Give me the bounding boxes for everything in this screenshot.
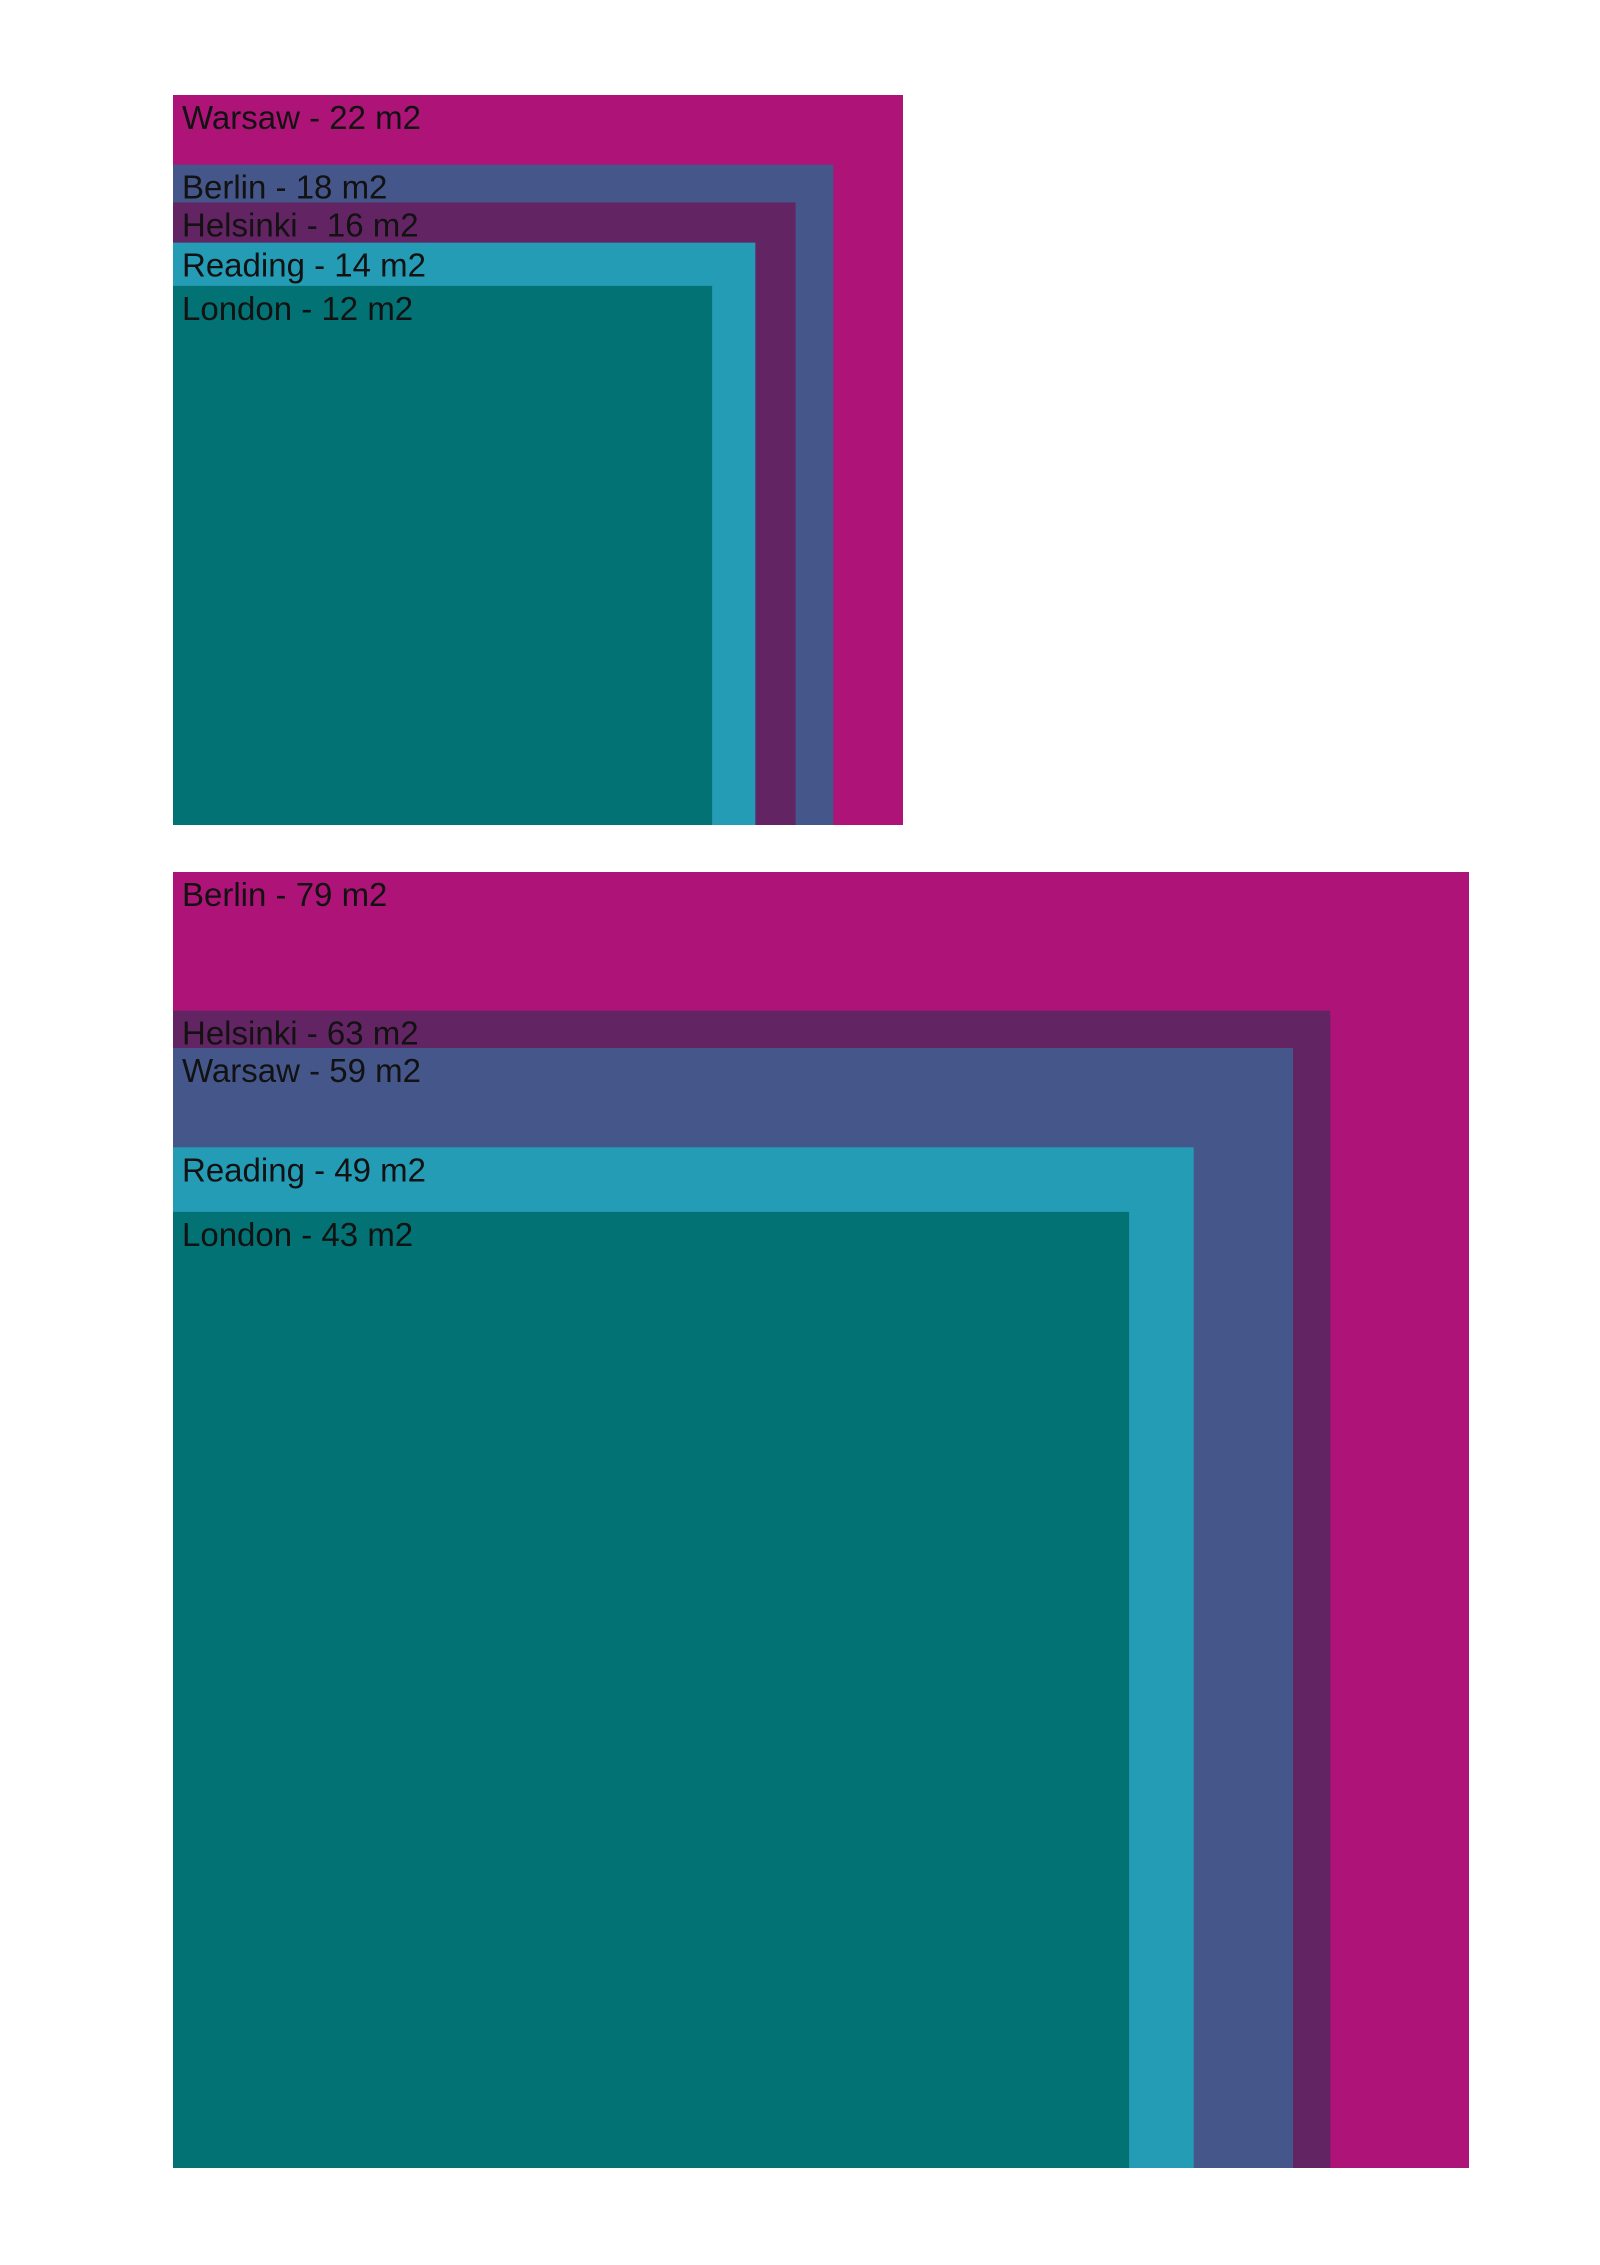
label-reading: Reading - 49 m2 [182, 1151, 426, 1188]
square-london [173, 1211, 1130, 2168]
label-warsaw: Warsaw - 22 m2 [182, 99, 421, 136]
label-warsaw: Warsaw - 59 m2 [182, 1052, 421, 1089]
label-london: London - 12 m2 [182, 290, 413, 327]
label-berlin: Berlin - 79 m2 [182, 876, 387, 913]
label-london: London - 43 m2 [182, 1216, 413, 1253]
label-berlin: Berlin - 18 m2 [182, 169, 387, 206]
square-london [173, 285, 713, 826]
label-helsinki: Helsinki - 63 m2 [182, 1015, 419, 1052]
label-helsinki: Helsinki - 16 m2 [182, 206, 419, 243]
label-reading: Reading - 14 m2 [182, 247, 426, 284]
